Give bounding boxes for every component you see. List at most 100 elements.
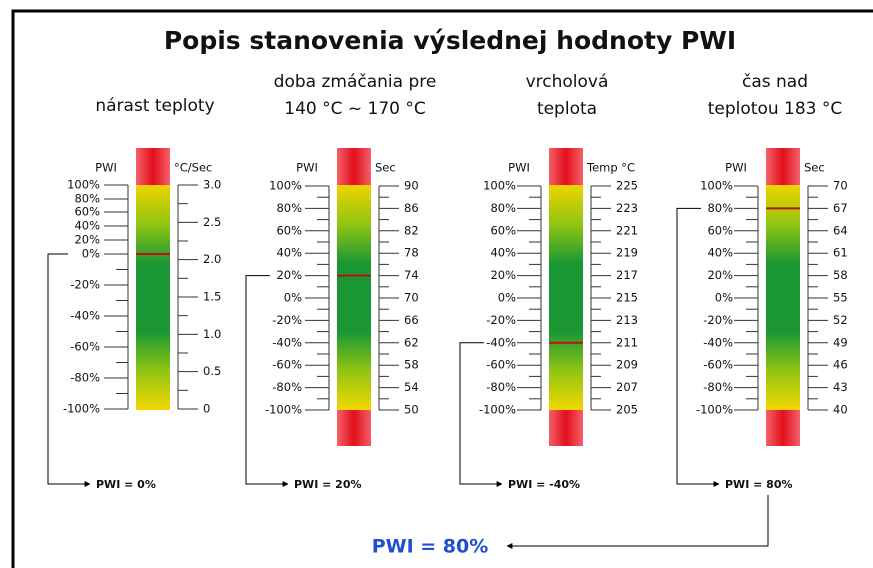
- bar-red-bottom: [766, 410, 800, 446]
- right-tick-label: 2.0: [203, 252, 221, 266]
- bar-red-bottom: [549, 410, 583, 446]
- left-tick-label: -60%: [486, 358, 516, 372]
- left-tick-label: 100%: [67, 178, 100, 192]
- left-tick-label: -20%: [70, 278, 100, 292]
- right-tick-label: 58: [833, 268, 848, 282]
- left-tick-label: 20%: [707, 268, 733, 282]
- right-tick-label: 64: [833, 223, 848, 237]
- left-tick-label: 80%: [276, 201, 302, 215]
- bar-scale: [549, 185, 583, 410]
- final-result: PWI = 80%: [372, 536, 489, 558]
- left-tick-label: -20%: [486, 313, 516, 327]
- left-tick-label: -40%: [272, 335, 302, 349]
- frame: [11, 9, 873, 568]
- right-tick-label: 46: [833, 358, 848, 372]
- left-tick-label: 20%: [490, 268, 516, 282]
- gauge-heading: 140 °C ~ 170 °C: [284, 99, 426, 119]
- gauge-heading: doba zmáčania pre: [274, 72, 437, 92]
- left-tick-label: -60%: [70, 340, 100, 354]
- right-tick-label: 78: [404, 246, 419, 260]
- bar-red-top: [136, 148, 170, 185]
- left-tick-label: -80%: [70, 371, 100, 385]
- left-label: PWI: [296, 161, 318, 175]
- left-tick-label: 0%: [284, 291, 302, 305]
- right-label: Sec: [804, 161, 825, 175]
- left-tick-label: 80%: [74, 192, 100, 206]
- right-tick-label: 3.0: [203, 178, 221, 192]
- result-arrow: [245, 275, 289, 487]
- left-tick-label: -20%: [703, 313, 733, 327]
- right-tick-label: 82: [404, 223, 419, 237]
- gauge-heading: nárast teploty: [95, 96, 214, 116]
- right-tick-label: 219: [616, 246, 638, 260]
- left-tick-label: -20%: [272, 313, 302, 327]
- right-tick-label: 40: [833, 403, 848, 417]
- left-tick-label: -60%: [703, 358, 733, 372]
- left-tick-label: -80%: [486, 380, 516, 394]
- left-tick-label: 0%: [715, 291, 733, 305]
- left-tick-label: 20%: [74, 233, 100, 247]
- right-tick-label: 225: [616, 179, 638, 193]
- bar-red-top: [337, 148, 371, 185]
- bar-red-bottom: [337, 410, 371, 446]
- left-tick-label: -40%: [703, 335, 733, 349]
- right-tick-label: 90: [404, 179, 419, 193]
- result-arrow: [459, 342, 503, 487]
- right-tick-label: 54: [404, 380, 419, 394]
- left-tick-label: 60%: [276, 223, 302, 237]
- left-label: PWI: [95, 161, 117, 175]
- result-arrow: [47, 253, 91, 487]
- right-tick-label: 211: [616, 335, 638, 349]
- right-tick-label: 2.5: [203, 215, 221, 229]
- gauge-result: PWI = 0%: [96, 478, 156, 491]
- left-tick-label: 100%: [700, 179, 733, 193]
- gauge-heading: čas nad: [742, 72, 808, 92]
- right-tick-label: 223: [616, 201, 638, 215]
- right-tick-label: 86: [404, 201, 419, 215]
- right-tick-label: 52: [833, 313, 848, 327]
- left-tick-label: 40%: [707, 246, 733, 260]
- left-tick-label: 60%: [707, 223, 733, 237]
- right-tick-label: 215: [616, 291, 638, 305]
- right-tick-label: 58: [404, 358, 419, 372]
- left-tick-label: -60%: [272, 358, 302, 372]
- right-tick-label: 1.5: [203, 290, 221, 304]
- right-tick-label: 61: [833, 246, 848, 260]
- right-tick-label: 62: [404, 335, 419, 349]
- result-arrow: [676, 207, 720, 487]
- right-tick-label: 0: [203, 402, 210, 416]
- right-label: Temp °C: [586, 161, 635, 175]
- right-tick-label: 205: [616, 403, 638, 417]
- right-label: °C/Sec: [174, 161, 212, 175]
- left-tick-label: 40%: [276, 246, 302, 260]
- right-tick-label: 1.0: [203, 327, 221, 341]
- bar-scale: [766, 185, 800, 410]
- left-tick-label: 80%: [490, 201, 516, 215]
- left-tick-label: 40%: [490, 246, 516, 260]
- left-tick-label: -100%: [696, 403, 733, 417]
- left-tick-label: -100%: [479, 403, 516, 417]
- bar-scale: [136, 185, 170, 410]
- left-tick-label: 80%: [707, 201, 733, 215]
- right-tick-label: 74: [404, 268, 419, 282]
- right-tick-label: 50: [404, 403, 419, 417]
- bar-scale: [337, 185, 371, 410]
- gauge-heading: vrcholová: [526, 72, 609, 92]
- bar-red-top: [549, 148, 583, 185]
- left-tick-label: -40%: [486, 335, 516, 349]
- right-tick-label: 55: [833, 291, 848, 305]
- left-tick-label: -80%: [272, 380, 302, 394]
- left-tick-label: 60%: [74, 205, 100, 219]
- left-label: PWI: [508, 161, 530, 175]
- left-tick-label: 0%: [82, 247, 100, 261]
- gauge-result: PWI = 20%: [294, 478, 362, 491]
- left-tick-label: -80%: [703, 380, 733, 394]
- gauge-heading: teplota: [537, 99, 597, 119]
- right-tick-label: 209: [616, 358, 638, 372]
- title: Popis stanovenia výslednej hodnoty PWI: [164, 26, 736, 55]
- right-tick-label: 217: [616, 268, 638, 282]
- right-tick-label: 0.5: [203, 364, 221, 378]
- right-label: Sec: [375, 161, 396, 175]
- left-label: PWI: [725, 161, 747, 175]
